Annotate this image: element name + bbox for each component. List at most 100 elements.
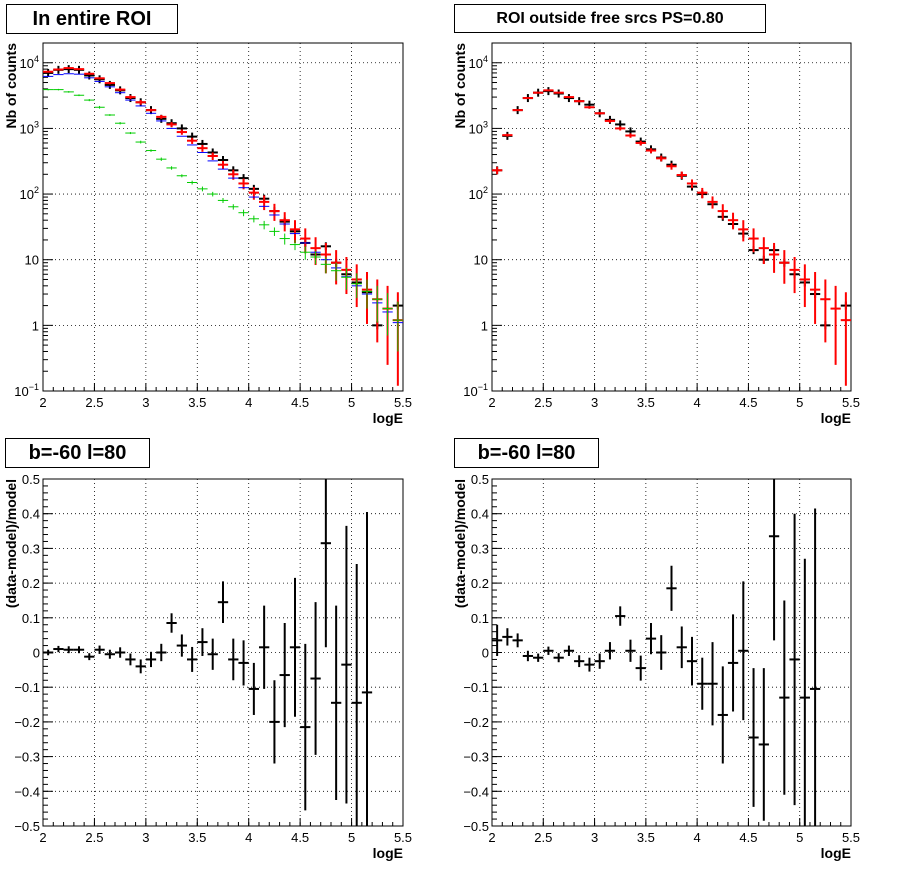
point-model_total [197,144,208,152]
x-tick-label: 5 [796,395,803,410]
point-model_total [145,108,157,112]
point-model_total [799,264,810,308]
x-tick-label: 3 [142,830,149,845]
y-axis-label: Nb of counts [452,43,468,129]
point-model_total [574,100,585,103]
point-data [104,649,115,659]
point-model_green [125,132,136,135]
point-model_green [104,114,115,116]
point-model_green [320,256,331,274]
point-model_total [707,196,718,209]
point-data [176,634,187,657]
plot-top-right: 2 2.5 3 3.5 4 4.5 5 5.5 10−1 1 10 102 103 104 logE Nb o… [452,42,860,426]
point-data [768,479,780,641]
series-model_total [492,89,851,386]
point-model_total [686,179,698,189]
point-data [625,639,636,662]
series-data [43,479,373,826]
point-data [63,65,74,74]
point-data [666,565,677,611]
point-data [135,659,146,674]
point-data [187,646,198,672]
point-data [809,508,821,826]
y-tick-label: 0.4 [471,507,489,522]
y-tick-label: 10 [25,253,39,268]
point-model_total [768,242,780,273]
series-model_green [43,88,403,352]
point-data [115,647,126,658]
point-data [584,657,595,672]
point-model_total [187,137,198,144]
y-tick-label: −0.2 [14,715,40,730]
y-tick-label: 1 [32,318,39,333]
x-tick-label: 2.5 [85,395,103,410]
x-tick-label: 3.5 [637,830,655,845]
point-model_green [351,273,362,299]
point-model_total [779,250,790,284]
point-model_green [279,233,290,245]
point-data [43,649,54,656]
x-tick-label: 4.5 [291,395,309,410]
point-model_green [382,293,393,336]
point-model_total [84,72,95,75]
point-model_green [341,267,352,290]
point-model_total [522,97,534,100]
point-data [697,657,708,710]
x-tick-label: 4.5 [291,830,309,845]
y-tick-label: 0.3 [471,541,489,556]
point-model_total [63,67,74,70]
y-tick-label: 0.3 [22,541,40,556]
y-tick-label: 1 [481,318,488,333]
series-model_blue [43,73,403,324]
plot-frame [42,42,404,392]
point-data [717,666,728,764]
point-data [63,646,74,654]
point-model_green [115,122,126,125]
point-model_green [331,262,342,281]
point-model_green [259,220,270,230]
x-tick-label: 4 [245,830,252,845]
point-model_total [676,171,687,179]
point-model_total [533,91,544,94]
point-model_total [717,204,728,220]
y-tick-label: −0.3 [463,750,489,765]
point-data [73,646,85,654]
point-model_green [372,285,383,323]
point-model_green [135,140,146,144]
x-tick-label: 2 [39,830,46,845]
point-data [553,653,564,663]
x-tick-label: 3 [591,830,598,845]
point-model_total [584,105,595,109]
point-data [758,668,769,821]
point-model_total [553,91,564,94]
point-model_green [94,105,105,109]
x-tick-label: 4.5 [739,395,757,410]
point-data [300,643,311,811]
point-data [533,653,544,662]
x-tick-label: 5.5 [394,830,412,845]
point-data [604,642,616,660]
y-tick-label: 0 [482,646,489,661]
point-model_total [259,195,270,211]
point-model_total [697,187,708,199]
plot-frame [491,478,852,827]
y-axis-label: (data-model)/model [3,479,19,608]
point-model_green [238,209,249,217]
y-tick-label: 0.5 [22,472,40,487]
point-model_total [176,129,187,135]
series-data [492,87,851,330]
y-tick-label: 102 [20,185,39,202]
x-tick-label: 3 [591,395,598,410]
point-model_total [820,279,831,343]
point-model_total [269,203,280,221]
point-model_green [197,186,208,192]
point-data [259,605,270,689]
point-model_total [166,122,177,128]
point-model_green [310,251,321,265]
point-data [279,623,290,728]
y-tick-label: 10−1 [463,382,488,399]
point-model_total [789,256,800,294]
y-tick-label: −0.1 [463,680,489,695]
point-model_total [727,212,739,230]
